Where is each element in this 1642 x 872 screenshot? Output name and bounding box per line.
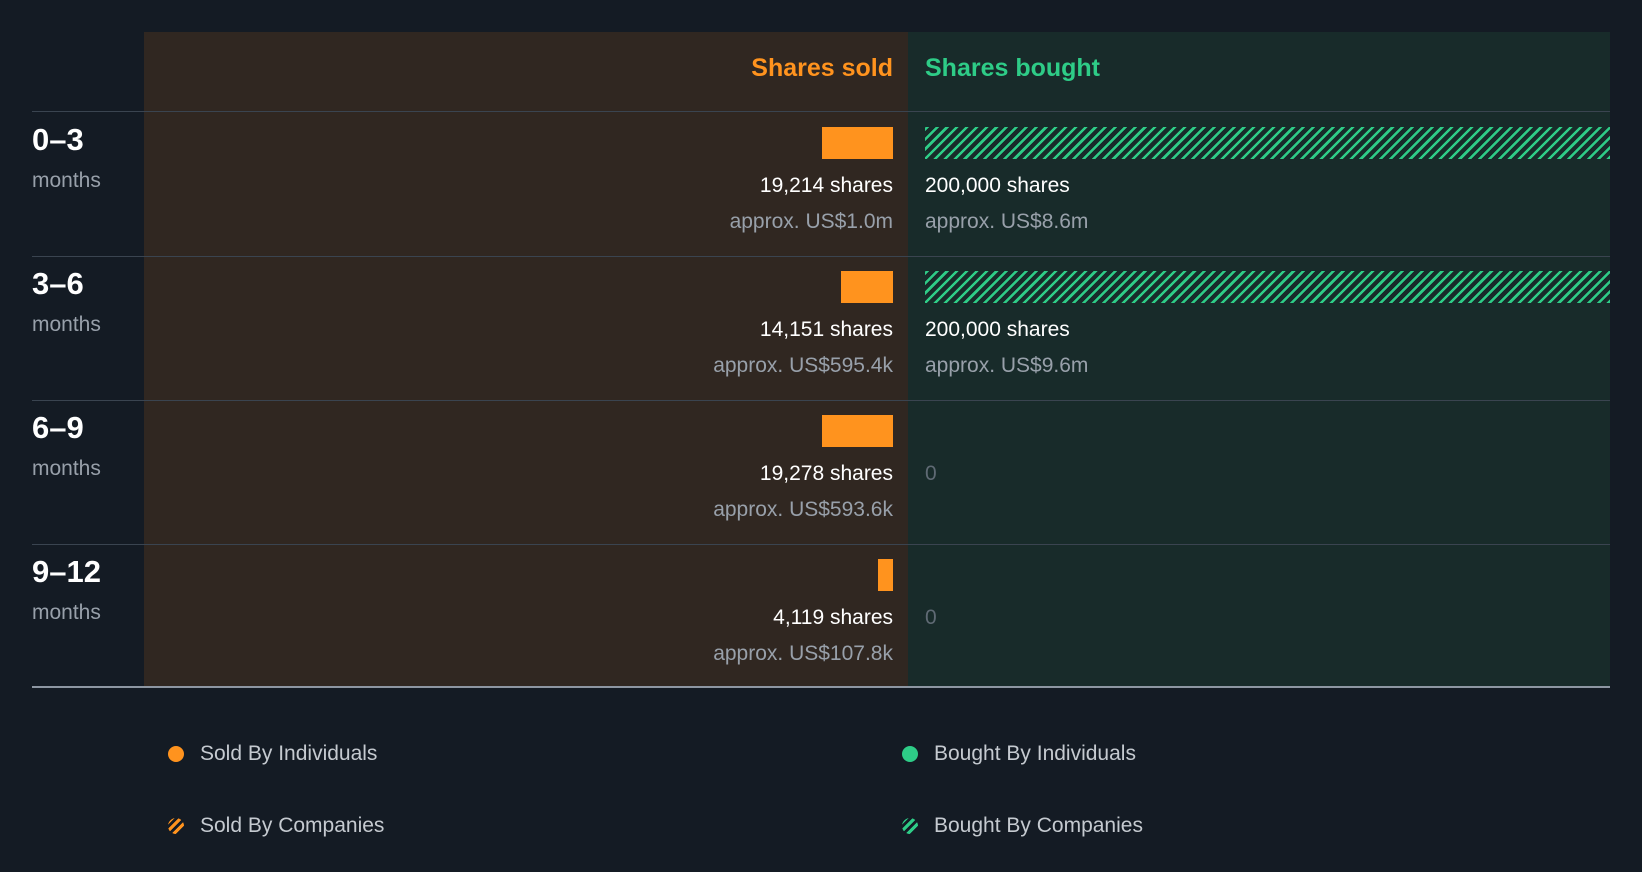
sold-bar[interactable]	[840, 271, 893, 303]
sold-bar[interactable]	[822, 415, 893, 447]
legend-bought-individuals[interactable]: Bought By Individuals	[902, 742, 1136, 766]
shares-sold-header: Shares sold	[751, 54, 893, 82]
legend-sold-individuals[interactable]: Sold By Individuals	[168, 742, 377, 766]
legend-label: Bought By Individuals	[934, 742, 1136, 765]
legend-dot-icon	[902, 746, 918, 762]
period-row-3-6: 3–6 months 14,151 shares approx. US$595.…	[0, 256, 1642, 400]
bought-bar[interactable]	[925, 271, 1610, 303]
period-range-label: 9–12	[32, 554, 101, 589]
sold-shares-label: 14,151 shares	[759, 318, 893, 341]
sold-bar[interactable]	[822, 127, 893, 159]
legend-dot-icon	[168, 746, 184, 762]
sold-value-label: approx. US$595.4k	[713, 354, 893, 377]
period-range-label: 6–9	[32, 410, 84, 445]
row-divider	[32, 544, 1610, 545]
bought-value-label: approx. US$9.6m	[925, 354, 1089, 377]
legend-bought-companies[interactable]: Bought By Companies	[902, 814, 1143, 838]
sold-shares-label: 19,214 shares	[759, 174, 893, 197]
legend-label: Sold By Individuals	[200, 742, 378, 765]
legend-sold-companies[interactable]: Sold By Companies	[168, 814, 384, 838]
bought-shares-label: 200,000 shares	[925, 174, 1070, 197]
bought-value-label: approx. US$8.6m	[925, 210, 1089, 233]
bought-zero-label: 0	[925, 462, 937, 485]
sold-value-label: approx. US$107.8k	[713, 642, 893, 665]
legend-hatched-dot-icon	[902, 818, 918, 834]
sold-shares-label: 19,278 shares	[759, 462, 893, 485]
period-row-9-12: 9–12 months 4,119 shares approx. US$107.…	[0, 544, 1642, 688]
shares-sold-panel	[144, 32, 908, 687]
sold-bar[interactable]	[877, 559, 893, 591]
bought-bar[interactable]	[925, 127, 1610, 159]
period-unit-label: months	[32, 601, 101, 624]
legend-label: Sold By Companies	[200, 814, 385, 837]
row-divider	[32, 256, 1610, 257]
row-divider	[32, 111, 1610, 112]
legend-hatched-dot-icon	[168, 818, 184, 834]
period-range-label: 0–3	[32, 122, 84, 157]
period-unit-label: months	[32, 169, 101, 192]
period-range-label: 3–6	[32, 266, 84, 301]
legend-label: Bought By Companies	[934, 814, 1143, 837]
chart-baseline	[32, 686, 1610, 688]
sold-shares-label: 4,119 shares	[773, 606, 893, 629]
row-divider	[32, 400, 1610, 401]
period-unit-label: months	[32, 457, 101, 480]
period-row-0-3: 0–3 months 19,214 shares approx. US$1.0m…	[0, 112, 1642, 256]
shares-bought-header: Shares bought	[925, 54, 1101, 82]
period-row-6-9: 6–9 months 19,278 shares approx. US$593.…	[0, 400, 1642, 544]
sold-value-label: approx. US$593.6k	[713, 498, 893, 521]
period-unit-label: months	[32, 313, 101, 336]
sold-value-label: approx. US$1.0m	[729, 210, 893, 233]
bought-zero-label: 0	[925, 606, 937, 629]
bought-shares-label: 200,000 shares	[925, 318, 1070, 341]
